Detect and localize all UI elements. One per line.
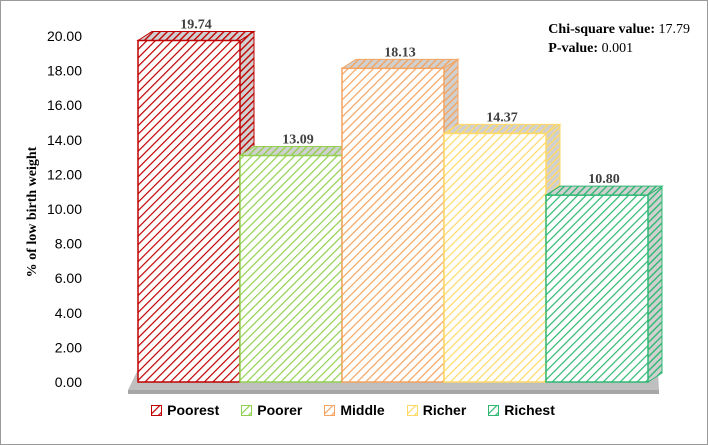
y-tick-label: 20.00 — [47, 28, 82, 44]
p-value-line: P-value: 0.001 — [548, 39, 690, 58]
legend-swatch — [488, 404, 500, 416]
data-label: 18.13 — [384, 45, 416, 60]
legend: Poorest Poorer Middle Richer Richest — [0, 402, 706, 418]
legend-swatch — [241, 404, 253, 416]
stats-box: Chi-square value: 17.79 P-value: 0.001 — [548, 20, 690, 58]
y-tick-label: 4.00 — [55, 305, 82, 321]
legend-label: Richer — [422, 402, 467, 418]
bar-front — [443, 132, 547, 383]
bar-poorer — [238, 145, 358, 383]
bar-richest — [544, 185, 664, 383]
legend-swatch — [151, 404, 163, 416]
legend-item-middle: Middle — [324, 402, 385, 418]
legend-item-richest: Richest — [488, 402, 555, 418]
p-value-value: 0.001 — [601, 41, 634, 56]
data-label: 10.80 — [588, 172, 620, 187]
chi-square-value: 17.79 — [658, 22, 691, 37]
chi-square-line: Chi-square value: 17.79 — [548, 20, 690, 39]
bar-middle — [340, 58, 460, 383]
legend-item-poorest: Poorest — [151, 402, 219, 418]
bar-front — [545, 194, 649, 383]
bar-poorest — [136, 30, 256, 383]
bar-top — [544, 185, 664, 196]
y-tick-label: 6.00 — [55, 270, 82, 286]
y-tick-label: 14.00 — [47, 132, 82, 148]
bar-top — [340, 58, 460, 69]
legend-item-poorer: Poorer — [241, 402, 302, 418]
data-label: 19.74 — [180, 17, 212, 32]
y-axis-title: % of low birth weight — [25, 146, 40, 277]
y-tick-label: 2.00 — [55, 339, 82, 355]
data-label: 14.37 — [486, 110, 518, 125]
bar-side — [647, 185, 663, 383]
legend-item-richer: Richer — [406, 402, 467, 418]
bars — [136, 30, 664, 383]
bar-top — [442, 123, 562, 134]
bar-top — [136, 30, 256, 41]
bar-richer — [442, 123, 562, 383]
data-label: 13.09 — [282, 133, 314, 148]
y-tick-label: 18.00 — [47, 63, 82, 79]
legend-label: Poorer — [257, 402, 303, 418]
floor-edge — [128, 390, 659, 394]
legend-swatch — [324, 404, 336, 416]
y-tick-label: 12.00 — [47, 166, 82, 182]
legend-label: Poorest — [167, 402, 220, 418]
chi-square-label: Chi-square value: — [548, 22, 655, 37]
bar-top — [238, 146, 358, 157]
value-labels: 19.74 13.09 18.13 14.37 10.80 — [180, 17, 620, 187]
bar-front — [341, 67, 445, 383]
y-tick-label: 8.00 — [55, 236, 82, 252]
y-tick-label: 10.00 — [47, 201, 82, 217]
y-tick-label: 16.00 — [47, 97, 82, 113]
legend-label: Richest — [504, 402, 555, 418]
legend-label: Middle — [340, 402, 385, 418]
y-tick-label: 0.00 — [55, 374, 82, 390]
bar-front — [239, 154, 343, 383]
legend-swatch — [406, 404, 418, 416]
y-axis: 0.00 2.00 4.00 6.00 8.00 10.00 12.00 14.00 16.00… — [47, 28, 82, 390]
bar-front — [137, 39, 241, 383]
p-value-label: P-value: — [548, 41, 599, 56]
